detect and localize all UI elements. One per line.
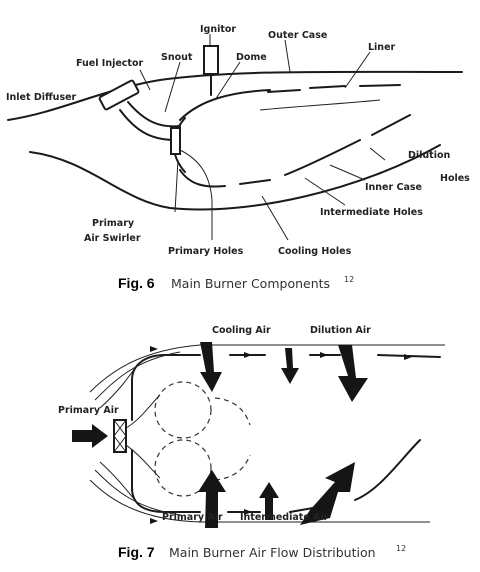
- label-primary-air-left: Primary Air: [58, 405, 119, 416]
- fig7-caption: Fig. 7 Main Burner Air Flow Distribution…: [118, 544, 406, 560]
- label-cooling-air: Cooling Air: [212, 325, 271, 336]
- label-ignitor: Ignitor: [200, 24, 236, 35]
- fig6-caption-ref: 12: [344, 275, 354, 284]
- fig6-leader-lines: [139, 34, 386, 241]
- liner-slot-line: [259, 99, 381, 111]
- swirler-block: [170, 127, 181, 155]
- label-dilution: Dilution: [408, 150, 450, 161]
- label-liner: Liner: [368, 42, 396, 53]
- liner-bottom-wall: [131, 439, 421, 513]
- ignitor-body: [203, 45, 219, 75]
- inner-case-line: [29, 144, 441, 211]
- label-primary-holes: Primary Holes: [168, 246, 244, 257]
- primary-air-inlet-arrow: [72, 424, 108, 448]
- label-primary: Primary: [92, 218, 135, 229]
- liner-bottom: [179, 114, 411, 188]
- label-air-swirler: Air Swirler: [84, 233, 141, 244]
- intermediate-small-arrow-top: [281, 348, 299, 384]
- fig6-caption-text: Main Burner Components: [171, 276, 330, 291]
- fig7-caption-ref: 12: [396, 544, 406, 553]
- primary-jet-line: [179, 149, 213, 201]
- wall-flow-arrows: [150, 346, 412, 524]
- intermediate-air-arrow: [259, 482, 279, 520]
- label-dilution-air: Dilution Air: [310, 325, 371, 336]
- label-snout: Snout: [161, 52, 193, 63]
- label-holes: Holes: [440, 173, 470, 184]
- outer-flow-lines: [89, 344, 445, 523]
- label-dome: Dome: [236, 52, 267, 63]
- primary-air-jet-arrow: [198, 470, 226, 528]
- liner-top-wall: [131, 354, 441, 421]
- label-inlet-diffuser: Inlet Diffuser: [6, 92, 77, 103]
- outer-case-line: [7, 70, 463, 121]
- label-intermediate-holes: Intermediate Holes: [320, 207, 423, 218]
- label-outer-case: Outer Case: [268, 30, 327, 41]
- label-cooling-holes: Cooling Holes: [278, 246, 352, 257]
- fig6-diagram: [7, 34, 463, 241]
- fig7-diagram: [72, 342, 445, 528]
- recirculation-vortices: [125, 381, 251, 497]
- fuel-injector-body: [98, 79, 140, 111]
- dilution-large-arrow: [300, 462, 355, 525]
- label-inner-case: Inner Case: [365, 182, 422, 193]
- liner-top: [179, 84, 401, 121]
- fig6-labels: Ignitor Outer Case Snout Dome Fuel Injec…: [6, 24, 470, 257]
- fig7-caption-number: Fig. 7: [118, 544, 155, 560]
- fig6-caption-number: Fig. 6: [118, 275, 155, 291]
- cooling-air-arrow: [200, 342, 222, 392]
- fig6-caption: Fig. 6 Main Burner Components 12: [118, 275, 354, 291]
- snout-body: [119, 101, 181, 141]
- label-primary-air-bottom: Primary Air: [162, 512, 223, 523]
- fig7-labels: Cooling Air Dilution Air Primary Air Pri…: [58, 325, 371, 523]
- label-fuel-injector: Fuel Injector: [76, 58, 143, 69]
- fig7-caption-text: Main Burner Air Flow Distribution: [169, 545, 376, 560]
- swirler-box: [113, 419, 127, 453]
- label-intermediate-air: Intermediate Air: [240, 512, 329, 523]
- dilution-air-arrow: [338, 345, 368, 402]
